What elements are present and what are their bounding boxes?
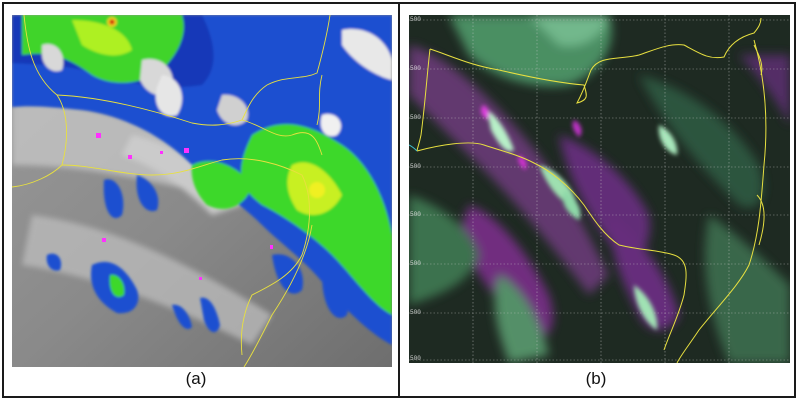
rgb-composite-graphic: [409, 15, 790, 363]
panel-a-caption: (a): [185, 369, 207, 388]
axis-tick-label: 500: [410, 260, 421, 267]
satellite-image-a: [12, 15, 392, 367]
panel-b-caption: (b): [585, 369, 607, 388]
axis-tick-label: 500: [410, 309, 421, 316]
ir-image-graphic: [12, 15, 392, 367]
axis-tick-label: 500: [410, 355, 421, 362]
axis-tick-label: 500: [410, 211, 421, 218]
axis-tick-label: 500: [410, 163, 421, 170]
axis-tick-label: 500: [410, 114, 421, 121]
axis-tick-label: 500: [410, 65, 421, 72]
panel-divider: [398, 2, 400, 398]
axis-tick-label: 500: [410, 16, 421, 23]
satellite-image-b: 500 500 500 500 500 500 500 500: [409, 15, 790, 363]
